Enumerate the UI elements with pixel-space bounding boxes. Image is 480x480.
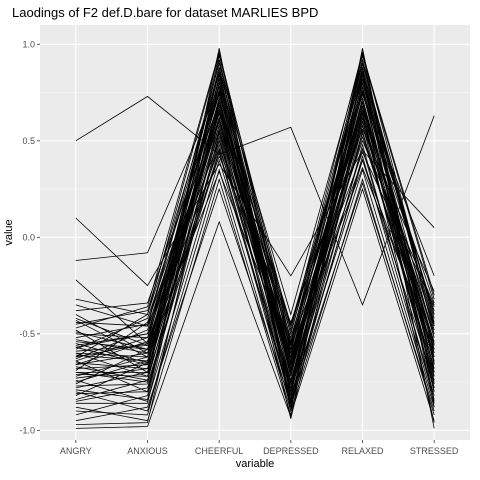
y-tick-labels: -1.0 -0.5 0.0 0.5 1.0 xyxy=(19,39,40,435)
series-line-28 xyxy=(75,181,435,422)
series-line-58 xyxy=(75,71,435,377)
x-axis-title: variable xyxy=(236,458,275,470)
x-tick-label: ANGRY xyxy=(60,446,92,456)
series-line-47 xyxy=(75,139,435,347)
series-lines xyxy=(75,48,435,429)
series-line-36 xyxy=(75,50,435,358)
series-line-2 xyxy=(75,149,435,287)
chart-title: Laodings of F2 def.D.bare for dataset MA… xyxy=(12,5,318,20)
series-line-23 xyxy=(75,168,435,416)
y-tick-label: -1.0 xyxy=(19,425,35,435)
x-tick-label: ANXIOUS xyxy=(127,446,168,456)
series-line-1 xyxy=(75,95,435,306)
x-tick-labels: ANGRY ANXIOUS CHEERFUL DEPRESSED RELAXED STRE… xyxy=(60,440,459,456)
series-line-3 xyxy=(75,77,435,326)
y-tick-label: 0.0 xyxy=(22,232,35,242)
series-line-62 xyxy=(75,104,435,371)
y-tick-label: 0.5 xyxy=(22,136,35,146)
series-line-56 xyxy=(75,113,435,425)
series-line-41 xyxy=(75,50,435,342)
series-line-60 xyxy=(75,108,435,362)
x-tick-label: DEPRESSED xyxy=(263,446,319,456)
series-line-40 xyxy=(75,90,435,404)
series-line-55 xyxy=(75,69,435,358)
x-tick-label: STRESSED xyxy=(410,446,459,456)
series-line-54 xyxy=(75,123,435,400)
y-tick-label: 1.0 xyxy=(22,39,35,49)
y-tick-label: -0.5 xyxy=(19,329,35,339)
series-line-48 xyxy=(75,98,435,400)
x-tick-label: CHEERFUL xyxy=(195,446,244,456)
y-axis-title: value xyxy=(3,219,15,245)
x-tick-label: RELAXED xyxy=(341,446,384,456)
series-line-57 xyxy=(75,166,435,355)
